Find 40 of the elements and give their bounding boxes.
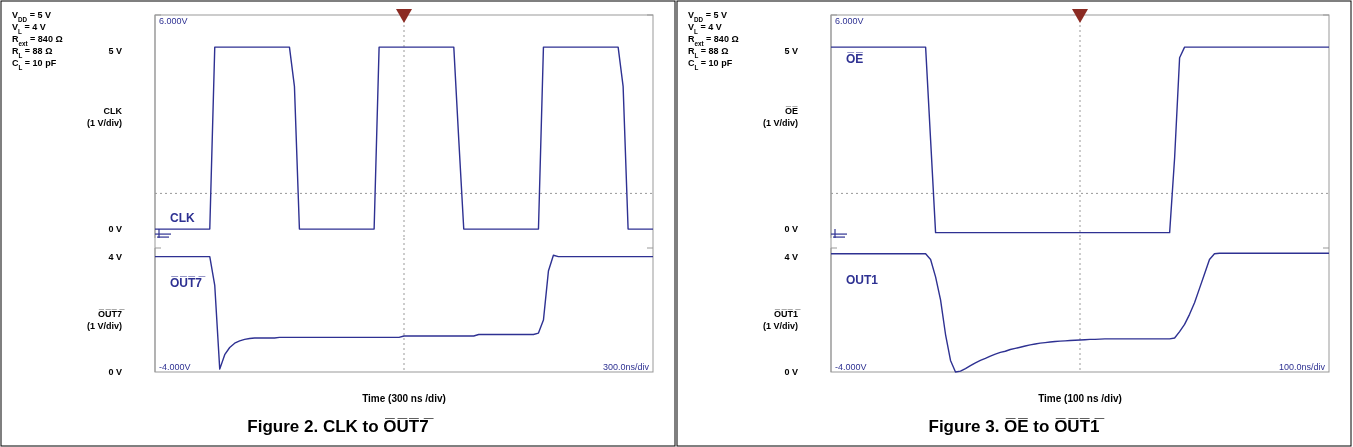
text: R$_{ext}$ = 840 Ω (12, 34, 63, 47)
y-tick-label: 0 V (108, 224, 122, 235)
y-axis-title: O̅U̅T̅7̅ (1 V/div) (86, 309, 125, 331)
line-series (830, 252, 1330, 373)
annotation: 300.0ns/div (602, 362, 650, 372)
text: C$_{L}$ = 10 pF (688, 58, 733, 71)
y-axis-title: O̅U̅T̅1̅ (1 V/div) (762, 309, 801, 331)
text: V$_{L}$ = 4 V (12, 22, 46, 35)
y-tick-label: 5 V (108, 45, 122, 56)
series-label: CLK (170, 211, 195, 226)
line-series (154, 254, 654, 370)
y-tick-label: 0 V (784, 367, 798, 378)
text: R$_{ext}$ = 840 Ω (688, 34, 739, 47)
y-tick-label: 4 V (108, 251, 122, 262)
text: R$_{L}$ = 88 Ω (688, 46, 729, 59)
y-tick-label: 4 V (784, 251, 798, 262)
text: C$_{L}$ = 10 pF (12, 58, 57, 71)
series-label: O̅E̅ (846, 52, 864, 67)
line-series (830, 46, 1330, 234)
text: Figure 2. CLK to O̅U̅T̅7̅ (247, 417, 434, 436)
annotation: 6.000V (835, 16, 864, 26)
text: Figure 3. O̅E̅ to O̅U̅T̅1̅ (928, 417, 1105, 436)
y-axis-title: O̅E̅ (1 V/div) (762, 105, 799, 128)
line-series (154, 46, 654, 230)
annotation: -4.000V (835, 362, 867, 372)
series-label: OUT1 (846, 272, 879, 287)
x-axis-title: Time (300 ns /div) (362, 393, 446, 404)
y-axis-title: CLK (1 V/div) (86, 105, 123, 128)
text: V$_{DD}$ = 5 V (12, 10, 51, 23)
text: V$_{DD}$ = 5 V (688, 10, 727, 23)
series-label: O̅U̅T̅7̅ (170, 275, 206, 290)
y-tick-label: 0 V (108, 367, 122, 378)
y-tick-label: 5 V (784, 45, 798, 56)
y-tick-label: 0 V (784, 224, 798, 235)
annotation: 100.0ns/div (1278, 362, 1326, 372)
text: R$_{L}$ = 88 Ω (12, 46, 53, 59)
x-axis-title: Time (100 ns /div) (1038, 393, 1122, 404)
annotation: -4.000V (159, 362, 191, 372)
annotation: 6.000V (159, 16, 188, 26)
text: V$_{L}$ = 4 V (688, 22, 722, 35)
